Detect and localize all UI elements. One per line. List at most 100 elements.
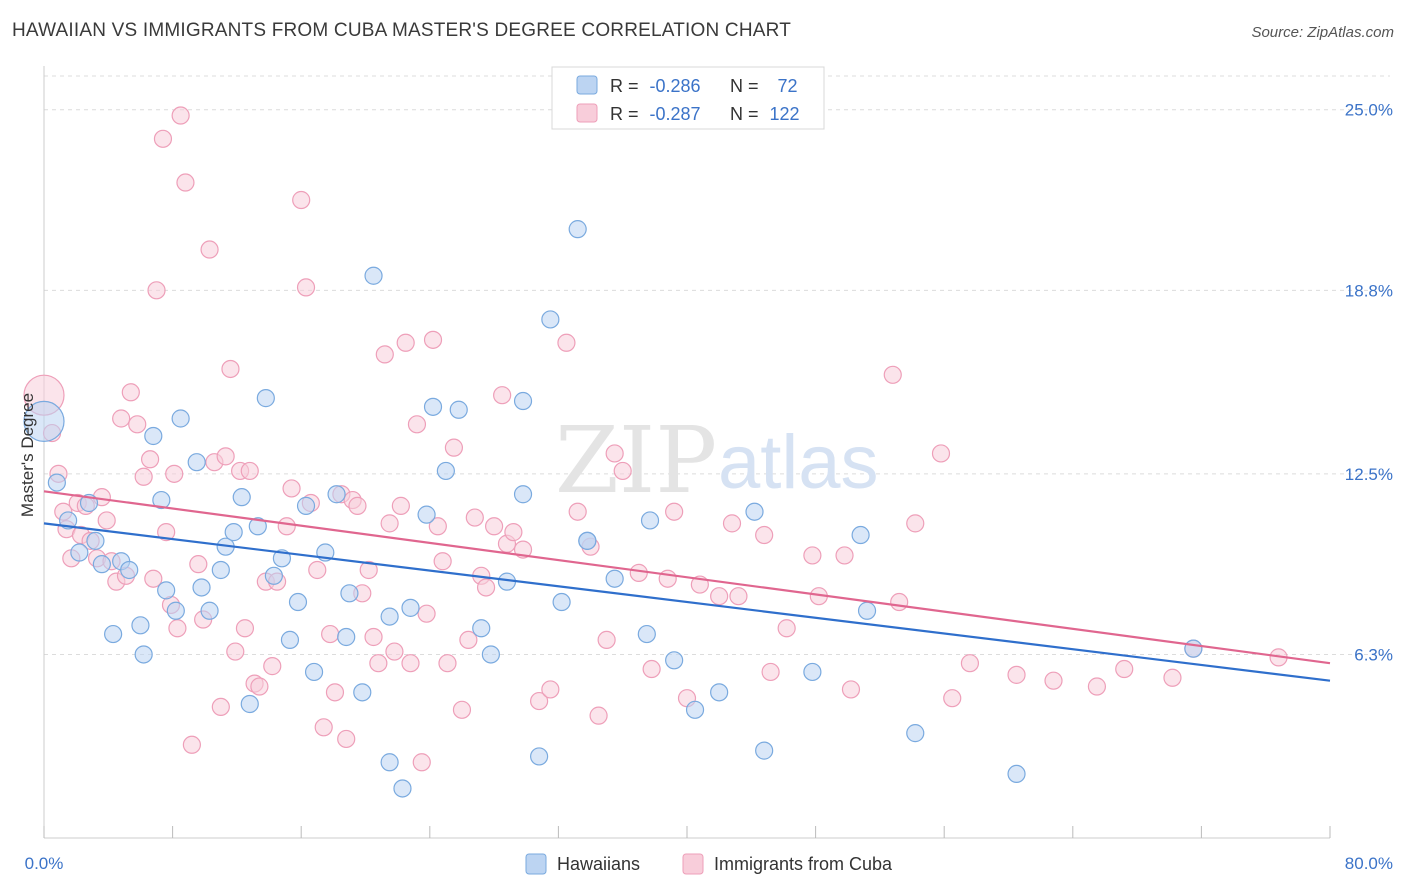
- cuba-point: [157, 523, 176, 542]
- hawaiian-trend-line: [43, 522, 1331, 682]
- cuba-point: [292, 190, 311, 210]
- cuba-point: [235, 619, 255, 638]
- cuba-point: [613, 461, 632, 481]
- cuba-point: [165, 464, 184, 483]
- y-tick-label: 18.8%: [1345, 281, 1393, 300]
- hawaiian-point: [144, 426, 163, 446]
- cuba-point: [200, 240, 219, 259]
- y-axis-label: Master's Degree: [18, 393, 37, 517]
- svg-text:N = 72: N = 72: [730, 76, 798, 96]
- chart-source: Source: ZipAtlas.com: [1251, 24, 1394, 41]
- hawaiian-point: [401, 598, 420, 617]
- hawaiian-point: [364, 266, 383, 285]
- cuba-point: [171, 106, 190, 125]
- hawaiian-point: [131, 616, 150, 635]
- cuba-point: [153, 129, 173, 148]
- stats-r-label-1: R =: [610, 76, 639, 96]
- hawaiian-point: [513, 391, 533, 411]
- cuba-point: [906, 514, 925, 533]
- cuba-point: [960, 654, 980, 673]
- cuba-point: [189, 555, 208, 574]
- cuba-point: [658, 569, 677, 588]
- watermark-zip: ZIP: [555, 407, 717, 514]
- stats-r-value-2: -0.287: [650, 104, 701, 124]
- hawaiian-point: [211, 560, 230, 580]
- hawaiian-point: [327, 485, 346, 504]
- bottom-legend: Hawaiians Immigrants from Cuba: [525, 853, 893, 875]
- chart-title: HAWAIIAN VS IMMIGRANTS FROM CUBA MASTER'…: [12, 20, 792, 41]
- hawaiian-point: [851, 525, 870, 545]
- hawaiian-point: [192, 578, 211, 597]
- cuba-point: [777, 619, 796, 638]
- cuba-point: [1044, 671, 1063, 690]
- cuba-point: [396, 333, 415, 352]
- x-tick-label-max: 80.0%: [1345, 854, 1393, 873]
- y-tick-label: 12.5%: [1345, 465, 1393, 484]
- cuba-point: [423, 330, 443, 349]
- stats-n-value-1: 72: [778, 76, 798, 96]
- hawaiian-point: [340, 584, 359, 603]
- y-tick-label: 25.0%: [1345, 101, 1393, 120]
- cuba-point: [391, 496, 410, 515]
- cuba-point: [147, 281, 166, 300]
- cuba-point: [221, 359, 240, 379]
- hawaiian-point: [745, 502, 764, 521]
- cuba-point: [314, 718, 333, 737]
- hawaiian-point: [47, 473, 66, 492]
- cuba-point: [476, 578, 496, 597]
- stats-legend: R = -0.286 N = 72 R = -0.287 N = 122: [551, 66, 825, 130]
- cuba-point: [438, 654, 457, 673]
- cuba-point: [144, 569, 163, 588]
- cuba-point: [216, 447, 235, 466]
- hawaiian-point: [171, 409, 190, 428]
- hawaiian-point: [232, 488, 251, 507]
- cuba-point: [883, 365, 902, 384]
- watermark-atlas: atlas: [718, 420, 879, 505]
- hawaiian-point: [288, 592, 308, 612]
- cuba-point: [112, 409, 131, 428]
- axes: [43, 66, 1331, 839]
- grid-lines: [44, 75, 1390, 655]
- legend-label-cuba: Immigrants from Cuba: [714, 854, 893, 874]
- hawaiian-point: [264, 566, 283, 585]
- hawaiian-point: [578, 531, 597, 550]
- cuba-point: [296, 278, 316, 297]
- cuba-point: [841, 680, 861, 699]
- hawaiian-point: [605, 569, 624, 588]
- cuba-point: [589, 706, 608, 725]
- hawaiian-point: [296, 496, 316, 515]
- cuba-point: [308, 560, 327, 580]
- y-tick-label: 6.3%: [1354, 645, 1393, 664]
- stats-n-value-2: 122: [770, 104, 800, 124]
- hawaiian-point: [86, 531, 105, 550]
- hawaiian-point: [248, 517, 267, 536]
- hawaiian-point: [120, 560, 139, 580]
- hawaiian-point: [70, 543, 89, 562]
- cuba-point: [557, 333, 576, 352]
- cuba-point: [321, 624, 340, 644]
- cuba-point: [1087, 677, 1107, 696]
- hawaiian-point: [665, 651, 684, 670]
- hawaiian-point: [481, 645, 500, 664]
- cuba-point: [176, 173, 195, 192]
- cuba-point: [629, 563, 648, 582]
- cuba-point: [485, 517, 504, 536]
- hawaiian-point: [637, 624, 656, 644]
- cuba-point: [459, 630, 478, 650]
- cuba-point: [121, 383, 140, 402]
- cuba-point: [182, 735, 201, 754]
- cuba-point: [325, 683, 345, 702]
- cuba-point: [380, 514, 399, 533]
- hawaiian-point: [304, 662, 324, 682]
- hawaiian-point: [134, 645, 153, 664]
- cuba-point: [263, 657, 282, 676]
- cuba-point: [452, 700, 472, 719]
- cuba-point: [665, 502, 684, 521]
- hawaiian-point: [240, 694, 259, 714]
- cuba-point: [755, 525, 774, 545]
- cuba-point: [444, 438, 464, 457]
- hawaiian-point: [436, 461, 455, 481]
- cuba-point: [348, 496, 367, 515]
- cuba-point: [375, 345, 394, 364]
